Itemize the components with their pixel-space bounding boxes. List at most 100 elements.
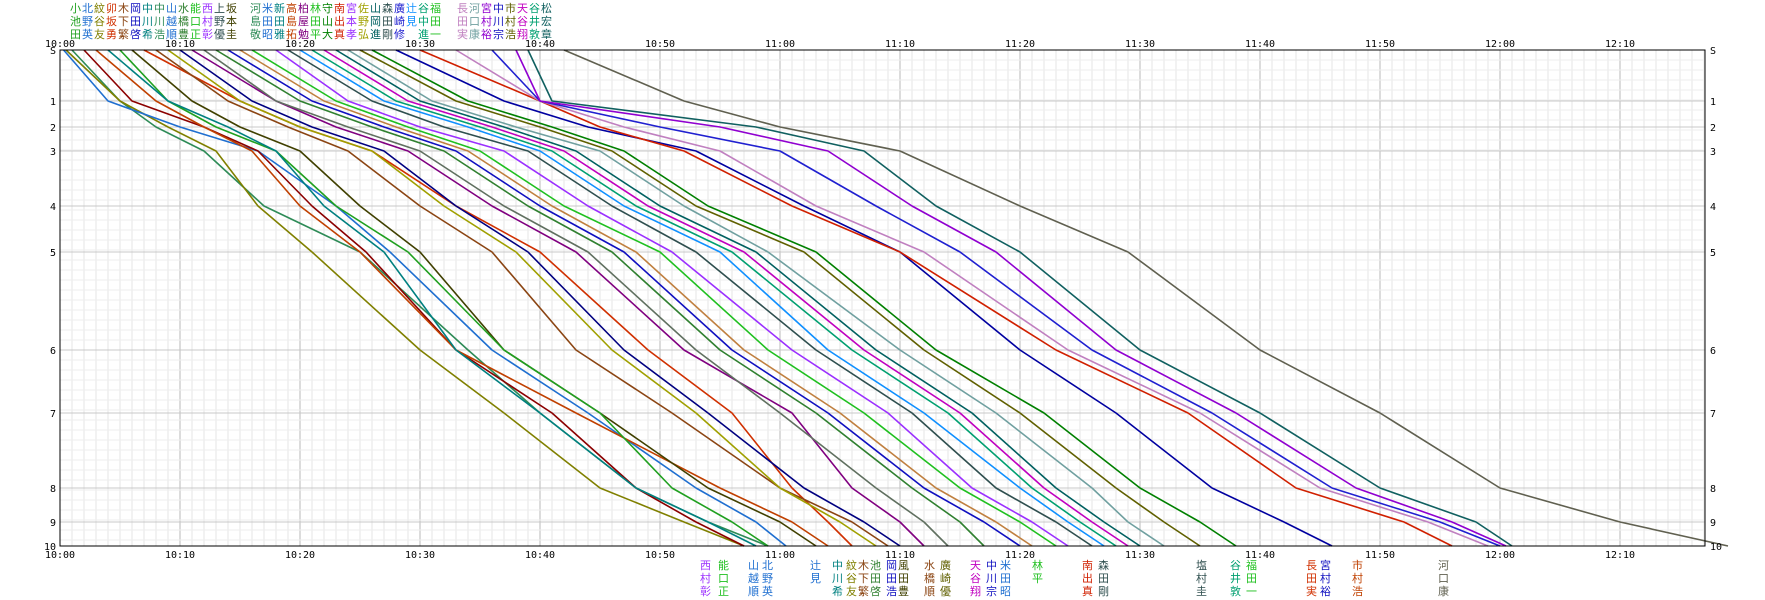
runner-name-bottom: 福田一 — [1246, 558, 1257, 598]
runner-name-bottom: 能口正 — [718, 558, 729, 598]
runner-name-top: 河島敬 — [250, 2, 261, 41]
y-tick-label-right: 10 — [1710, 542, 1722, 553]
runner-name-bottom: 米田昭 — [1000, 559, 1011, 598]
runner-name-top: 佐野弘 — [358, 1, 369, 41]
runner-name-top: 廣崎修 — [394, 1, 405, 41]
y-tick-label-right: 6 — [1710, 346, 1716, 357]
x-tick-label-bottom: 10:50 — [645, 550, 675, 561]
y-tick-label-left: 4 — [50, 202, 56, 213]
runner-name-bottom: 廣崎優 — [940, 558, 951, 598]
series-line-33 — [527, 49, 1513, 547]
x-tick-label-top: 10:10 — [165, 39, 195, 50]
x-tick-label-bottom: 11:50 — [1365, 550, 1395, 561]
runner-name-bottom: 池田啓 — [870, 559, 881, 598]
x-tick-label-top: 11:30 — [1125, 39, 1155, 50]
runner-name-top: 能口正 — [190, 1, 201, 41]
runner-name-top: 市村浩 — [505, 1, 516, 41]
runner-name-top: 上野優 — [214, 2, 225, 41]
series-line-20 — [287, 49, 1093, 547]
y-tick-label-right: 9 — [1710, 518, 1716, 529]
runner-name-top: 天谷翔 — [517, 2, 528, 41]
runner-name-top: 山岡進 — [370, 2, 381, 41]
runner-name-bottom: 木下繁 — [858, 559, 869, 598]
runner-name-top: 宮村裕 — [481, 1, 492, 41]
x-tick-label-bottom: 11:20 — [1005, 550, 1035, 561]
series-line-2 — [65, 49, 745, 547]
runner-name-top: 柏屋勉 — [298, 1, 309, 41]
y-tick-label-right: 1 — [1710, 97, 1716, 108]
y-tick-label-left: S — [50, 46, 56, 57]
y-tick-label-left: 1 — [50, 97, 56, 108]
series-lines — [62, 49, 1729, 547]
runner-name-top: 辻見 — [406, 1, 417, 28]
x-tick-label-top: 12:00 — [1485, 39, 1515, 50]
x-tick-label-bottom: 11:40 — [1245, 550, 1275, 561]
runner-name-bottom: 中川宗 — [986, 559, 997, 598]
series-line-17 — [239, 49, 1033, 547]
y-tick-label-left: 3 — [50, 147, 56, 158]
runner-name-bottom: 長田実 — [1306, 559, 1317, 598]
series-line-4 — [83, 49, 745, 547]
y-tick-label-left: 7 — [50, 409, 56, 420]
runner-name-bottom: 河口康 — [1438, 559, 1449, 598]
series-line-7 — [119, 49, 769, 547]
x-tick-label-bottom: 10:20 — [285, 550, 315, 561]
x-tick-label-bottom: 10:10 — [165, 550, 195, 561]
y-tick-label-right: 3 — [1710, 147, 1716, 158]
series-line-8 — [107, 49, 757, 547]
runner-name-top: 紋谷友 — [94, 1, 105, 41]
runner-name-top: 谷井敦 — [529, 2, 540, 41]
series-line-15 — [215, 49, 985, 547]
runner-name-top: 松宏章 — [541, 1, 552, 41]
runner-name-bottom: 西村彰 — [700, 559, 711, 598]
runner-name-top: 守山大 — [322, 1, 333, 41]
series-line-29 — [419, 49, 1453, 547]
runner-name-bottom: 中川希 — [832, 559, 843, 598]
runner-name-top: 卯坂勇 — [106, 2, 117, 41]
runner-name-bottom: 南出真 — [1082, 559, 1093, 598]
x-tick-label-top: 11:50 — [1365, 39, 1395, 50]
series-line-23 — [323, 49, 1129, 547]
x-tick-label-top: 11:40 — [1245, 39, 1275, 50]
y-tick-label-left: 8 — [50, 484, 56, 495]
y-tick-label-right: 8 — [1710, 484, 1716, 495]
series-line-10 — [155, 49, 889, 547]
runner-name-top: 水橋豊 — [178, 2, 189, 41]
x-tick-label-top: 11:10 — [885, 39, 915, 50]
y-tick-label-right: 7 — [1710, 409, 1716, 420]
x-tick-label-bottom: 10:40 — [525, 550, 555, 561]
runner-name-top: 小池田 — [70, 2, 81, 41]
plot-frame — [59, 49, 1706, 547]
x-tick-label-bottom: 10:00 — [45, 550, 75, 561]
runner-name-top: 新田雅 — [274, 1, 285, 41]
runner-names-top: 小池田北野英紋谷友卯坂勇木下繁岡田啓中川希中川浩山越順水橋豊能口正西村彰上野優坂… — [70, 1, 552, 41]
runner-name-top: 森田剛 — [382, 1, 393, 41]
series-line-34 — [563, 49, 1729, 547]
series-line-31 — [491, 49, 1501, 547]
runner-name-top: 山越順 — [166, 2, 177, 41]
runner-name-top: 宮本孝 — [346, 1, 357, 41]
runner-name-bottom: 紋谷友 — [846, 558, 857, 598]
runner-name-top: 米田昭 — [262, 2, 273, 41]
series-line-19 — [275, 49, 1069, 547]
series-line-22 — [311, 49, 1117, 547]
x-tick-label-bottom: 12:10 — [1605, 550, 1635, 561]
series-line-5 — [95, 49, 829, 547]
runner-name-bottom: 山越順 — [748, 559, 759, 598]
series-line-24 — [335, 49, 1141, 547]
y-tick-label-right: S — [1710, 46, 1716, 57]
series-line-11 — [167, 49, 877, 547]
runner-name-top: 中川希 — [142, 2, 153, 41]
series-line-13 — [191, 49, 925, 547]
series-line-14 — [203, 49, 949, 547]
runner-name-top: 長田実 — [457, 2, 468, 41]
y-tick-label-left: 10 — [44, 542, 56, 553]
x-tick-label-top: 10:30 — [405, 39, 435, 50]
series-line-30 — [455, 49, 1489, 547]
runner-name-top: 谷中進 — [418, 2, 429, 41]
runner-name-bottom: 天谷翔 — [970, 559, 981, 598]
x-tick-label-top: 10:40 — [525, 39, 555, 50]
runner-name-top: 中川宗 — [493, 2, 504, 41]
x-tick-label-top: 12:10 — [1605, 39, 1635, 50]
